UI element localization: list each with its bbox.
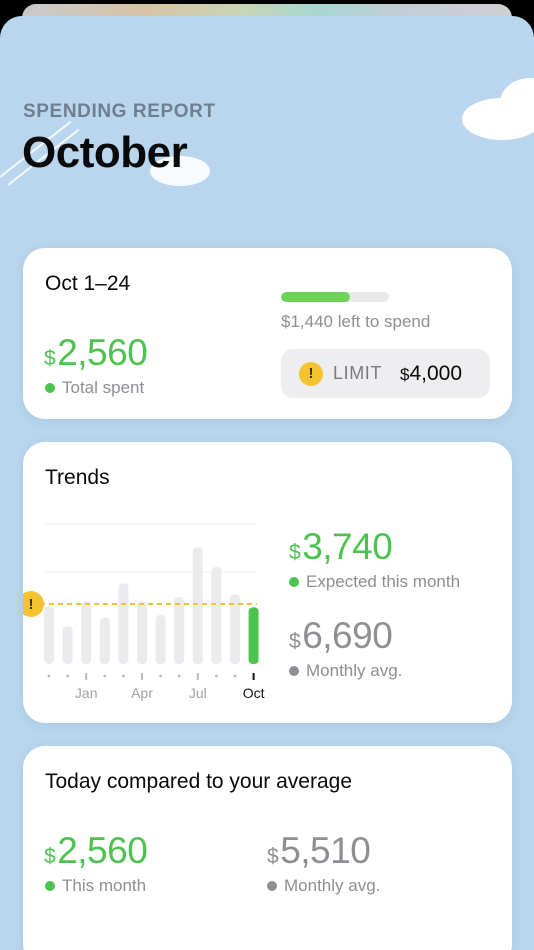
- limit-label: LIMIT: [333, 363, 383, 383]
- today-average-amount: $5,510: [267, 830, 371, 871]
- chart-bar-mar: [118, 583, 129, 664]
- chart-bar-jun: [174, 597, 185, 664]
- total-spent-label: Total spent: [45, 378, 144, 398]
- green-dot-icon: [289, 577, 299, 587]
- limit-pill[interactable]: ! LIMIT $4,000: [281, 349, 490, 398]
- monthly-average-amount: $6,690: [289, 615, 393, 656]
- chart-tick-dot: [47, 674, 51, 678]
- total-spent-amount: $2,560: [44, 332, 148, 373]
- gray-dot-icon: [267, 881, 277, 891]
- chart-bar-aug: [211, 567, 222, 664]
- today-average-label: Monthly avg.: [267, 876, 380, 896]
- chart-bar-jan: [81, 601, 92, 664]
- chart-limit-warning-glyph: !: [29, 596, 34, 613]
- expected-label: Expected this month: [289, 572, 460, 592]
- trend-chart: Jan Apr Jul Oct!: [23, 523, 265, 701]
- this-month-amount: $2,560: [44, 830, 148, 871]
- this-month-label: This month: [45, 876, 146, 896]
- left-to-spend-text: $1,440 left to spend: [281, 312, 431, 331]
- chart-tick-label-apr: Apr: [131, 685, 153, 701]
- chart-bar-oct: [248, 607, 259, 664]
- gray-dot-icon: [289, 666, 299, 676]
- trends-card[interactable]: Trends Jan Apr Jul Oct! $3,740 Expected thi…: [23, 442, 512, 723]
- expected-amount: $3,740: [289, 526, 393, 567]
- chart-tick-dot: [122, 674, 125, 678]
- chart-bar-dec: [62, 626, 73, 664]
- report-kicker: SPENDING REPORT: [23, 101, 216, 122]
- chart-tick-dot: [103, 674, 107, 678]
- chart-bar-may: [155, 615, 166, 664]
- limit-amount: $4,000: [400, 361, 463, 385]
- period-title: Oct 1–24: [45, 272, 131, 295]
- chart-tick-dot: [215, 674, 218, 678]
- chart-bar-sep: [230, 594, 240, 664]
- green-dot-icon: [45, 383, 55, 393]
- trends-title: Trends: [45, 466, 110, 489]
- chart-limit-warning-icon: [23, 591, 44, 617]
- chart-tick-label-oct: Oct: [243, 685, 265, 701]
- today-card[interactable]: Today compared to your average $2,560 Th…: [23, 746, 512, 950]
- chart-tick-dot: [159, 674, 163, 678]
- monthly-average-label: Monthly avg.: [289, 661, 402, 681]
- chart-bar-jul: [192, 547, 203, 664]
- chart-bar-feb: [99, 617, 110, 664]
- chart-tick-label-jan: Jan: [75, 685, 98, 701]
- period-card[interactable]: Oct 1–24 $2,560 Total spent $1,440 left …: [23, 248, 512, 552]
- chart-tick-dot: [66, 674, 69, 678]
- chart-tick-label-jul: Jul: [189, 685, 207, 701]
- chart-tick-dot: [233, 674, 237, 678]
- chart-bar-nov: [44, 606, 54, 664]
- page-title: October: [22, 128, 188, 177]
- cloud-decoration: [150, 156, 210, 186]
- spend-progress-bar: [281, 292, 389, 302]
- warning-icon: !: [299, 361, 323, 386]
- green-dot-icon: [45, 881, 55, 891]
- chart-tick-dot: [177, 674, 181, 678]
- chart-bar-apr: [137, 601, 147, 664]
- today-title: Today compared to your average: [45, 770, 353, 793]
